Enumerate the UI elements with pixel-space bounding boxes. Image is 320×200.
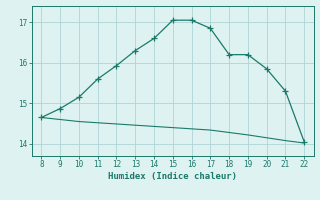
X-axis label: Humidex (Indice chaleur): Humidex (Indice chaleur) bbox=[108, 172, 237, 181]
